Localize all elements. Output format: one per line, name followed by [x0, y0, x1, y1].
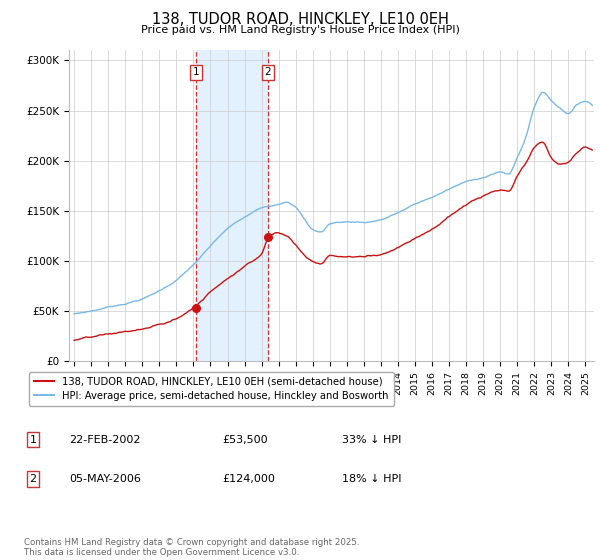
Text: 138, TUDOR ROAD, HINCKLEY, LE10 0EH: 138, TUDOR ROAD, HINCKLEY, LE10 0EH [152, 12, 448, 27]
Legend: 138, TUDOR ROAD, HINCKLEY, LE10 0EH (semi-detached house), HPI: Average price, s: 138, TUDOR ROAD, HINCKLEY, LE10 0EH (sem… [29, 372, 394, 406]
Text: 2: 2 [29, 474, 37, 484]
Text: 22-FEB-2002: 22-FEB-2002 [69, 435, 140, 445]
Text: 2: 2 [265, 67, 271, 77]
Text: £53,500: £53,500 [222, 435, 268, 445]
Text: 1: 1 [193, 67, 199, 77]
Text: Price paid vs. HM Land Registry's House Price Index (HPI): Price paid vs. HM Land Registry's House … [140, 25, 460, 35]
Text: 05-MAY-2006: 05-MAY-2006 [69, 474, 141, 484]
Text: Contains HM Land Registry data © Crown copyright and database right 2025.
This d: Contains HM Land Registry data © Crown c… [24, 538, 359, 557]
Bar [196, 50, 268, 361]
Text: 1: 1 [29, 435, 37, 445]
Text: 18% ↓ HPI: 18% ↓ HPI [342, 474, 401, 484]
Text: £124,000: £124,000 [222, 474, 275, 484]
Text: 33% ↓ HPI: 33% ↓ HPI [342, 435, 401, 445]
